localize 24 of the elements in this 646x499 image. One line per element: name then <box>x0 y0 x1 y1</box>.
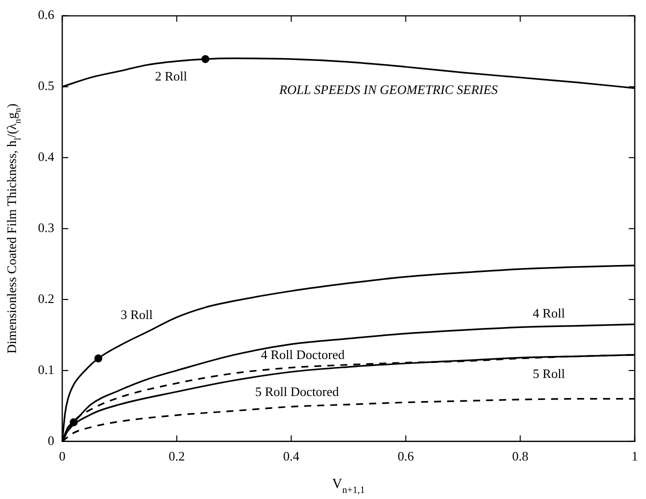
y-tick-label: 0.1 <box>38 362 54 377</box>
y-tick-label: 0.4 <box>38 149 55 164</box>
x-tick-label: 1 <box>632 448 638 464</box>
series-label: 2 Roll <box>154 68 188 84</box>
x-tick-label: 0.8 <box>512 448 528 464</box>
y-tick-label: 0 <box>48 432 54 448</box>
series-label: 4 Roll <box>532 306 566 321</box>
point <box>94 354 102 362</box>
y-tick-label: 0.3 <box>38 220 54 236</box>
series-label: 5 Roll <box>532 366 566 382</box>
series-label: 4 Roll Doctored <box>260 347 346 362</box>
annotation: ROLL SPEEDS IN GEOMETRIC SERIES <box>278 82 498 98</box>
x-tick-label: 0.4 <box>283 448 300 464</box>
point <box>201 55 210 64</box>
series-label: 3 Roll <box>120 306 154 322</box>
y-tick-label: 0.6 <box>38 7 55 22</box>
x-tick-label: 0.6 <box>398 448 414 464</box>
point <box>70 418 78 426</box>
y-axis-title: Dimensionless Coated Film Thickness, hl/(λngn) <box>4 104 23 354</box>
y-tick-label: 0.2 <box>38 290 54 306</box>
x-tick-label: 0.2 <box>168 448 185 464</box>
y-tick-label: 0.5 <box>38 78 54 94</box>
series-label: 5 Roll Doctored <box>255 384 340 400</box>
x-tick-label: 0 <box>59 448 66 464</box>
